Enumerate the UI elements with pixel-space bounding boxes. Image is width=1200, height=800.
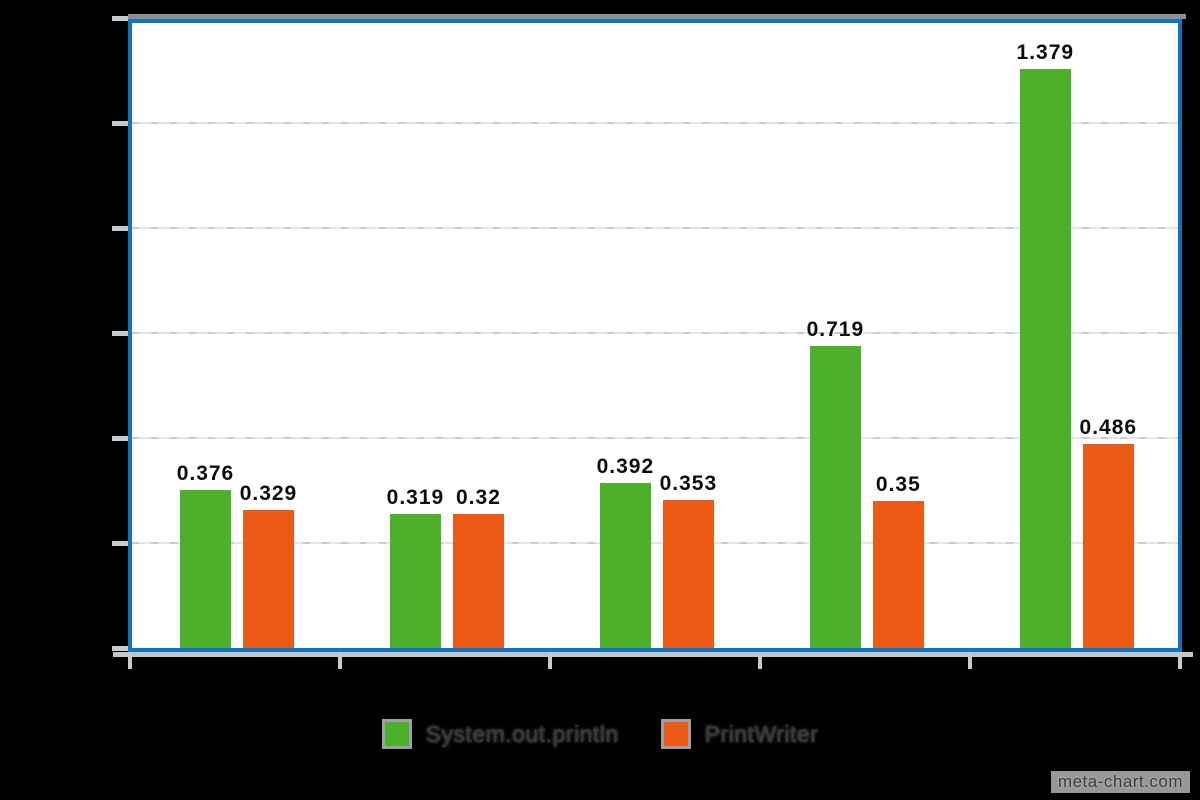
- gridline: [132, 437, 1178, 439]
- x-axis-tick: [547, 652, 552, 669]
- bar-value-label: 0.392: [596, 455, 655, 478]
- y-axis-tick: [112, 436, 128, 441]
- bar-value-label: 0.719: [806, 318, 865, 341]
- x-axis-line: [113, 652, 1193, 657]
- y-axis-tick: [112, 646, 128, 651]
- printwriter-bar-1: [242, 510, 294, 648]
- bar-value-label: 0.319: [386, 486, 445, 509]
- x-axis-tick: [967, 652, 972, 669]
- gridline: [132, 122, 1178, 124]
- legend-entry-system-out-println: System.out.println: [381, 719, 619, 749]
- watermark: meta-chart.com: [1050, 771, 1190, 793]
- bar-value-label: 0.35: [875, 473, 921, 496]
- legend-entry-printwriter: PrintWriter: [660, 719, 819, 749]
- plot-frame-shadow: [128, 14, 1186, 19]
- plot-area: [128, 19, 1182, 652]
- bar-value-label: 0.486: [1079, 416, 1138, 439]
- printwriter-bar-5: [1082, 444, 1134, 648]
- y-axis-tick: [112, 541, 128, 546]
- x-axis-tick: [757, 652, 762, 669]
- gridline: [132, 542, 1178, 544]
- system-out-println-bar-4: [809, 346, 861, 648]
- green-swatch-icon: [381, 719, 412, 749]
- printwriter-bar-3: [662, 500, 714, 648]
- orange-swatch-icon: [660, 719, 691, 749]
- system-out-println-bar-1: [179, 490, 231, 648]
- system-out-println-bar-3: [599, 483, 651, 648]
- legend: System.out.println PrintWriter: [0, 716, 1200, 752]
- bar-value-label: 0.353: [659, 472, 718, 495]
- gridline: [132, 332, 1178, 334]
- y-axis-tick: [112, 121, 128, 126]
- legend-label: System.out.println: [425, 720, 619, 747]
- legend-label: PrintWriter: [704, 720, 819, 747]
- bar-value-label: 0.32: [456, 486, 501, 509]
- y-axis-tick: [112, 226, 128, 231]
- printwriter-bar-4: [872, 501, 924, 648]
- bar-value-label: 0.329: [239, 482, 298, 505]
- bar-value-label: 1.379: [1016, 41, 1075, 64]
- bar-value-label: 0.376: [176, 462, 235, 485]
- x-axis-tick: [1177, 652, 1182, 669]
- gridline: [132, 227, 1178, 229]
- y-axis-tick: [112, 331, 128, 336]
- system-out-println-bar-5: [1019, 69, 1071, 648]
- system-out-println-bar-2: [389, 514, 441, 648]
- y-axis-tick: [112, 16, 128, 21]
- x-axis-tick: [128, 652, 132, 669]
- x-axis-tick: [337, 652, 342, 669]
- printwriter-bar-2: [452, 514, 504, 648]
